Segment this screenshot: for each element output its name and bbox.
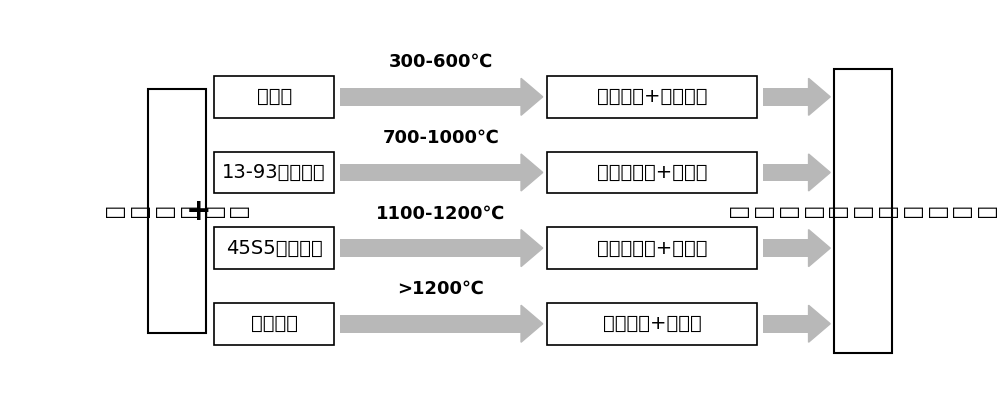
Bar: [763, 239, 809, 257]
Bar: [148, 89, 206, 334]
Bar: [214, 76, 334, 118]
Bar: [763, 88, 809, 106]
Bar: [547, 76, 757, 118]
Polygon shape: [521, 154, 543, 191]
Polygon shape: [809, 154, 830, 191]
Text: 中后期液相+粘结剂: 中后期液相+粘结剂: [597, 239, 707, 257]
Bar: [214, 227, 334, 269]
Text: 后期液相+粘结剂: 后期液相+粘结剂: [603, 314, 701, 333]
Bar: [340, 239, 521, 257]
Bar: [834, 69, 892, 353]
Bar: [547, 303, 757, 345]
Text: >1200℃: >1200℃: [397, 280, 484, 298]
Text: 700-1000℃: 700-1000℃: [382, 129, 499, 147]
Polygon shape: [521, 305, 543, 342]
Text: 300-600℃: 300-600℃: [389, 53, 493, 71]
Text: 1100-1200℃: 1100-1200℃: [376, 204, 505, 222]
Text: 13-93生物玻璃: 13-93生物玻璃: [222, 163, 326, 182]
Polygon shape: [809, 229, 830, 267]
Text: 前期液相+完全烧除: 前期液相+完全烧除: [597, 87, 707, 106]
Text: 镁黄长石: 镁黄长石: [251, 314, 298, 333]
Bar: [547, 152, 757, 194]
Polygon shape: [521, 229, 543, 267]
Text: 烧
结
整
个
全
过
程
引
入
液
相: 烧 结 整 个 全 过 程 引 入 液 相: [729, 205, 997, 217]
Bar: [214, 303, 334, 345]
Bar: [214, 152, 334, 194]
Text: 前中期液相+粘结剂: 前中期液相+粘结剂: [597, 163, 707, 182]
Polygon shape: [521, 78, 543, 115]
Polygon shape: [809, 305, 830, 342]
Bar: [340, 315, 521, 333]
Text: +: +: [186, 196, 211, 226]
Bar: [763, 315, 809, 333]
Bar: [763, 163, 809, 181]
Text: 聚合物: 聚合物: [257, 87, 292, 106]
Polygon shape: [809, 78, 830, 115]
Bar: [340, 163, 521, 181]
Bar: [340, 88, 521, 106]
Bar: [547, 227, 757, 269]
Text: 生
物
活
性
陶
瓷: 生 物 活 性 陶 瓷: [105, 205, 249, 217]
Text: 45S5生物玻璃: 45S5生物玻璃: [226, 239, 323, 257]
